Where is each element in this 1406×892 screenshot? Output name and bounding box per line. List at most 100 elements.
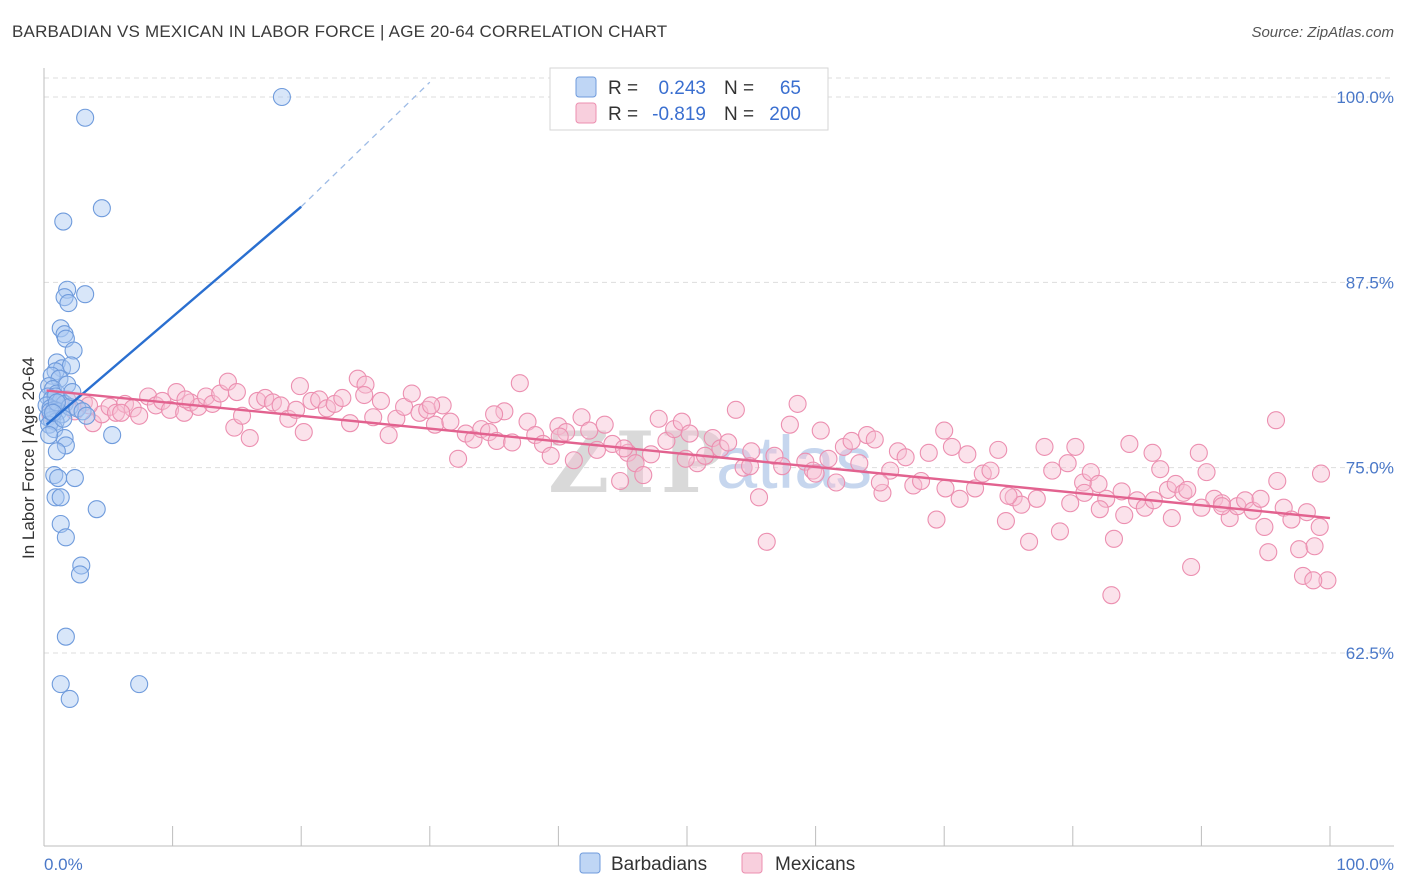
mexican-point — [1120, 434, 1139, 453]
barbadian-point — [54, 409, 73, 428]
mexican-point — [580, 421, 599, 440]
mexican-point — [788, 394, 807, 413]
mexican-point — [1255, 517, 1274, 537]
mexican-point — [1304, 571, 1323, 590]
barbadian-point — [56, 627, 75, 646]
legend-swatch-mexicans — [741, 852, 763, 874]
mexican-point — [1268, 471, 1287, 491]
mexican-point — [572, 408, 591, 427]
mexican-point — [1043, 461, 1062, 480]
mexican-point — [1297, 503, 1316, 522]
y-tick-label: 87.5% — [1346, 273, 1394, 292]
barbadian-point — [45, 420, 64, 439]
mexican-point — [942, 437, 961, 456]
barbadian-point — [60, 689, 79, 709]
mexican-point — [649, 409, 668, 428]
x-tick-label-max: 100.0% — [1336, 855, 1394, 874]
stats-legend: R = 0.243 N = 65 R = -0.819 N = 200 — [549, 67, 829, 131]
mexican-point — [1266, 411, 1286, 430]
mexican-point — [1318, 571, 1337, 590]
mexican-point — [958, 445, 977, 464]
barbadian-point — [46, 488, 65, 507]
mexican-point — [749, 488, 769, 507]
mexican-point — [1050, 522, 1069, 541]
mexican-point — [564, 451, 583, 470]
stats-n-value-barbadians: 65 — [780, 78, 801, 99]
mexican-point — [981, 461, 1000, 480]
mexican-point — [395, 397, 414, 416]
mexican-point — [441, 412, 460, 431]
y-axis-title: In Labor Force | Age 20-64 — [19, 357, 38, 559]
mexican-point — [1090, 500, 1109, 519]
stats-r-label-barbadians: R = — [608, 78, 638, 99]
barbadian-point — [64, 341, 83, 360]
mexican-point — [935, 421, 954, 440]
barbadian-point — [49, 468, 68, 488]
stats-r-value-barbadians: 0.243 — [658, 78, 706, 99]
barbadian-point — [76, 285, 95, 304]
mexican-point — [873, 483, 892, 502]
barbadian-point — [130, 675, 149, 694]
mexican-point — [402, 384, 421, 403]
mexican-point — [290, 377, 309, 396]
mexican-point — [355, 385, 374, 405]
mexican-point — [1311, 464, 1331, 483]
mexican-point — [240, 428, 259, 448]
mexican-point — [1182, 557, 1201, 577]
mexican-point — [92, 405, 111, 424]
mexican-point — [1290, 540, 1309, 559]
barbadian-point — [59, 294, 78, 313]
trend-lines — [45, 81, 1331, 520]
mexican-point — [1162, 509, 1181, 528]
mexican-point — [1020, 532, 1039, 551]
y-tick-label: 75.0% — [1346, 459, 1394, 478]
barbadian-point — [65, 468, 84, 488]
mexican-point — [1112, 482, 1131, 501]
stats-n-label-mexicans: N = — [724, 104, 754, 125]
mexican-point — [1104, 529, 1124, 548]
mexican-point — [950, 489, 969, 508]
series-legend: Barbadians Mexicans — [579, 852, 855, 875]
y-tick-label: 62.5% — [1346, 644, 1394, 663]
mexican-point — [1197, 463, 1216, 482]
stats-r-value-mexicans: -0.819 — [652, 104, 706, 125]
mexican-point — [842, 431, 861, 451]
mexican-point — [1035, 437, 1054, 456]
mexican-point — [1310, 517, 1329, 537]
mexican-point — [379, 425, 398, 445]
legend-label-barbadians: Barbadians — [611, 854, 707, 875]
barbadian-point — [47, 393, 66, 412]
barbadian-point — [47, 442, 66, 461]
mexican-point — [611, 471, 630, 491]
mexican-point — [112, 403, 131, 422]
y-tick-label: 100.0% — [1336, 88, 1394, 107]
mexican-point — [641, 445, 661, 464]
mexican-point — [726, 400, 745, 419]
barbadian-point — [56, 436, 75, 455]
barbadian-point — [51, 675, 70, 694]
barbadian-point — [51, 488, 70, 507]
mexican-point — [1259, 543, 1278, 562]
mexican-point — [1143, 443, 1162, 462]
barbadian-point — [92, 199, 111, 218]
mexican-point — [999, 486, 1018, 505]
mexican-point — [757, 532, 776, 551]
mexican-point — [371, 391, 390, 410]
mexican-point — [218, 372, 237, 391]
mexican-point — [1058, 454, 1077, 473]
mexican-point — [495, 402, 514, 421]
barbadian-point — [54, 212, 73, 231]
mexican-point — [806, 464, 825, 483]
mexican-point — [464, 430, 483, 449]
watermark-zip: ZIP — [548, 413, 730, 512]
barbadian-point — [70, 565, 90, 584]
mexican-point — [819, 449, 838, 468]
mexican-point — [341, 414, 360, 433]
mexican-point — [294, 423, 313, 442]
barbadian-point — [40, 425, 59, 445]
barbadian-point — [87, 500, 106, 519]
mexican-point — [765, 446, 784, 465]
barbadian-point — [103, 425, 122, 445]
y-tick-labels: 62.5% 75.0% 87.5% 100.0% — [1336, 88, 1394, 663]
stats-n-label-barbadians: N = — [724, 78, 754, 99]
